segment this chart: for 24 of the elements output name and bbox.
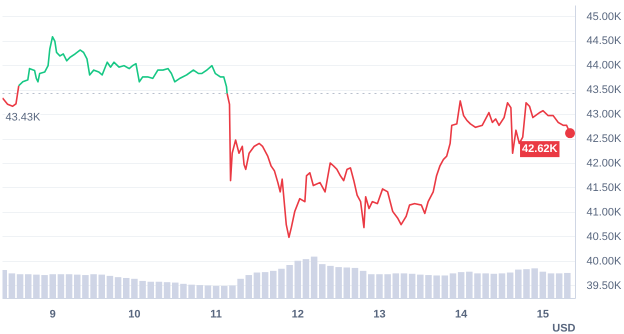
x-tick-label: 11 [210, 308, 222, 320]
x-tick-label: 9 [50, 308, 56, 320]
y-tick-label: 40.00K [586, 255, 622, 268]
line-series [2, 84, 20, 108]
x-tick-label: 15 [536, 308, 549, 320]
ref-line-label: 43.43K [6, 112, 42, 124]
y-tick-label: 41.50K [586, 182, 622, 194]
annotation: 42.62K [522, 143, 558, 156]
text: USD [552, 322, 576, 334]
y-tick-label: 44.00K [586, 60, 622, 72]
y-tick-label: 45.00K [586, 10, 622, 23]
y-tick-label: 41.00K [586, 206, 622, 218]
y-tick-label: 42.50K [586, 133, 622, 146]
y-tick-label: 40.50K [586, 230, 622, 243]
y-tick-label: 39.50K [586, 280, 622, 292]
y-tick-label: 44.50K [586, 35, 622, 48]
x-tick-label: 12 [292, 308, 304, 320]
y-tick-label: 43.50K [586, 84, 622, 96]
x-tick-label: 14 [455, 308, 468, 320]
line-series [18, 36, 228, 94]
x-tick-label: 10 [128, 308, 141, 320]
y-tick-label: 43.00K [586, 108, 622, 121]
y-tick-label: 42.00K [586, 157, 622, 170]
x-tick-label: 13 [373, 308, 386, 320]
